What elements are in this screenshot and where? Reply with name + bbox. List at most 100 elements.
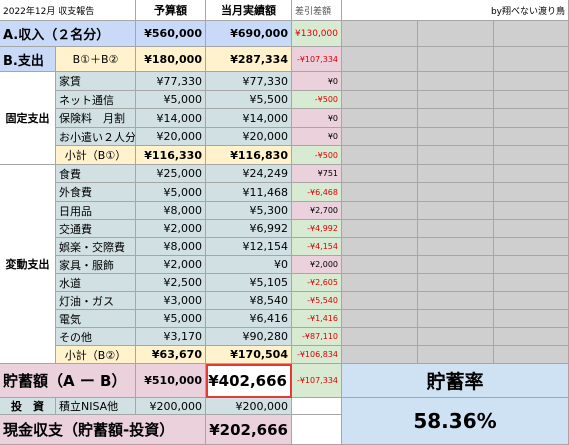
savings-rate-title[interactable]: 貯蓄率	[342, 364, 569, 398]
grid-cell[interactable]	[494, 146, 569, 165]
variable-item-3-name[interactable]: 交通費	[56, 220, 136, 238]
income-title[interactable]: A.収入（２名分）	[0, 21, 136, 47]
variable-item-2-name[interactable]: 日用品	[56, 202, 136, 220]
grid-cell[interactable]	[342, 256, 418, 274]
variable-item-2-diff[interactable]: ¥2,700	[292, 202, 342, 220]
variable-item-9-name[interactable]: その他	[56, 328, 136, 346]
grid-cell[interactable]	[418, 47, 494, 72]
variable-item-4-name[interactable]: 娯楽・交際費	[56, 238, 136, 256]
fixed-item-0-name[interactable]: 家賃	[56, 72, 136, 91]
cash-diff[interactable]	[292, 415, 342, 445]
grid-cell[interactable]	[342, 310, 418, 328]
variable-subtotal-diff[interactable]: -¥106,834	[292, 346, 342, 364]
variable-item-0-budget[interactable]: ¥25,000	[136, 165, 206, 183]
variable-item-6-budget[interactable]: ¥2,500	[136, 274, 206, 292]
fixed-item-1-budget[interactable]: ¥5,000	[136, 91, 206, 109]
grid-cell[interactable]	[342, 328, 418, 346]
income-diff[interactable]: ¥130,000	[292, 21, 342, 47]
savings-actual[interactable]: ¥402,666	[206, 364, 292, 398]
header-credit[interactable]: by翔べない渡り鳥	[342, 0, 569, 21]
grid-cell[interactable]	[418, 238, 494, 256]
variable-item-5-name[interactable]: 家具・服飾	[56, 256, 136, 274]
income-actual[interactable]: ¥690,000	[206, 21, 292, 47]
variable-item-4-diff[interactable]: -¥4,154	[292, 238, 342, 256]
grid-cell[interactable]	[494, 346, 569, 364]
grid-cell[interactable]	[494, 292, 569, 310]
grid-cell[interactable]	[494, 109, 569, 128]
variable-item-5-diff[interactable]: ¥2,000	[292, 256, 342, 274]
cash-value[interactable]: ¥202,666	[206, 415, 292, 445]
variable-item-9-budget[interactable]: ¥3,170	[136, 328, 206, 346]
grid-cell[interactable]	[494, 310, 569, 328]
fixed-label[interactable]: 固定支出	[0, 72, 56, 165]
expense-actual[interactable]: ¥287,334	[206, 47, 292, 72]
fixed-subtotal-diff[interactable]: -¥500	[292, 146, 342, 165]
grid-cell[interactable]	[342, 91, 418, 109]
income-budget[interactable]: ¥560,000	[136, 21, 206, 47]
grid-cell[interactable]	[342, 346, 418, 364]
variable-subtotal-budget[interactable]: ¥63,670	[136, 346, 206, 364]
variable-item-7-name[interactable]: 灯油・ガス	[56, 292, 136, 310]
variable-item-4-actual[interactable]: ¥12,154	[206, 238, 292, 256]
grid-cell[interactable]	[494, 47, 569, 72]
variable-subtotal-name[interactable]: 小計（B②）	[56, 346, 136, 364]
variable-item-1-diff[interactable]: -¥6,468	[292, 183, 342, 202]
variable-item-6-diff[interactable]: -¥2,605	[292, 274, 342, 292]
fixed-item-1-name[interactable]: ネット通信	[56, 91, 136, 109]
cash-title[interactable]: 現金収支（貯蓄額-投資）	[0, 415, 206, 445]
grid-cell[interactable]	[494, 328, 569, 346]
grid-cell[interactable]	[494, 202, 569, 220]
savings-rate-value[interactable]: 58.36%	[342, 398, 569, 445]
fixed-item-0-actual[interactable]: ¥77,330	[206, 72, 292, 91]
header-diff[interactable]: 差引差額	[292, 0, 342, 21]
fixed-item-0-budget[interactable]: ¥77,330	[136, 72, 206, 91]
grid-cell[interactable]	[342, 220, 418, 238]
grid-cell[interactable]	[418, 146, 494, 165]
variable-item-0-name[interactable]: 食費	[56, 165, 136, 183]
grid-cell[interactable]	[494, 274, 569, 292]
variable-item-1-budget[interactable]: ¥5,000	[136, 183, 206, 202]
grid-cell[interactable]	[418, 328, 494, 346]
grid-cell[interactable]	[494, 21, 569, 47]
grid-cell[interactable]	[418, 256, 494, 274]
grid-cell[interactable]	[342, 165, 418, 183]
grid-cell[interactable]	[494, 165, 569, 183]
grid-cell[interactable]	[494, 183, 569, 202]
variable-item-7-budget[interactable]: ¥3,000	[136, 292, 206, 310]
variable-item-1-name[interactable]: 外食費	[56, 183, 136, 202]
grid-cell[interactable]	[494, 128, 569, 146]
grid-cell[interactable]	[418, 91, 494, 109]
fixed-item-2-budget[interactable]: ¥14,000	[136, 109, 206, 128]
grid-cell[interactable]	[494, 91, 569, 109]
variable-label[interactable]: 変動支出	[0, 165, 56, 364]
fixed-subtotal-actual[interactable]: ¥116,830	[206, 146, 292, 165]
investment-diff[interactable]	[292, 398, 342, 415]
variable-item-6-name[interactable]: 水道	[56, 274, 136, 292]
grid-cell[interactable]	[494, 72, 569, 91]
investment-actual[interactable]: ¥200,000	[206, 398, 292, 415]
grid-cell[interactable]	[418, 165, 494, 183]
expense-sum-label[interactable]: B①＋B②	[56, 47, 136, 72]
grid-cell[interactable]	[418, 202, 494, 220]
variable-item-9-diff[interactable]: -¥87,110	[292, 328, 342, 346]
grid-cell[interactable]	[342, 21, 418, 47]
grid-cell[interactable]	[418, 109, 494, 128]
grid-cell[interactable]	[342, 128, 418, 146]
grid-cell[interactable]	[418, 292, 494, 310]
fixed-subtotal-name[interactable]: 小計（B①）	[56, 146, 136, 165]
grid-cell[interactable]	[342, 292, 418, 310]
grid-cell[interactable]	[418, 220, 494, 238]
variable-item-8-diff[interactable]: -¥1,416	[292, 310, 342, 328]
savings-title[interactable]: 貯蓄額（A ー B）	[0, 364, 136, 398]
variable-item-0-diff[interactable]: ¥751	[292, 165, 342, 183]
grid-cell[interactable]	[418, 310, 494, 328]
grid-cell[interactable]	[418, 183, 494, 202]
variable-item-0-actual[interactable]: ¥24,249	[206, 165, 292, 183]
header-period[interactable]: 2022年12月 収支報告	[0, 0, 136, 21]
grid-cell[interactable]	[418, 346, 494, 364]
fixed-item-2-diff[interactable]: ¥0	[292, 109, 342, 128]
expense-budget[interactable]: ¥180,000	[136, 47, 206, 72]
grid-cell[interactable]	[342, 72, 418, 91]
fixed-item-3-actual[interactable]: ¥20,000	[206, 128, 292, 146]
grid-cell[interactable]	[418, 274, 494, 292]
